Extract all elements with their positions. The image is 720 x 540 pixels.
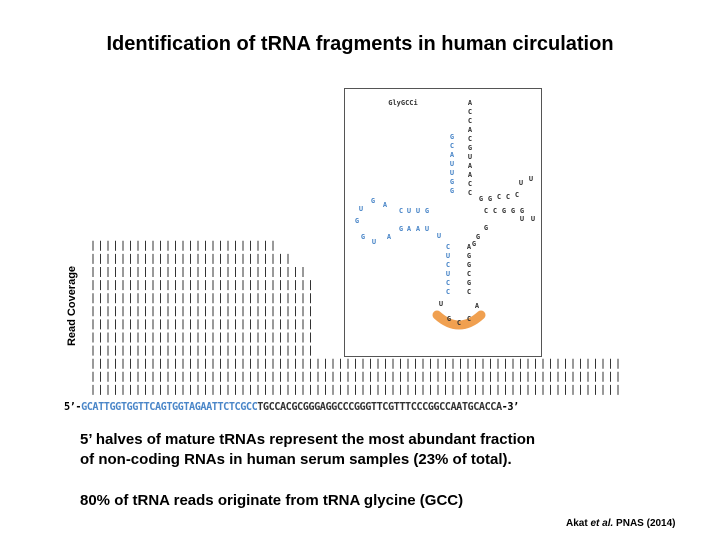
nucleotide: U bbox=[450, 160, 454, 168]
nucleotide: C bbox=[468, 135, 472, 143]
nucleotide: C bbox=[506, 193, 510, 201]
nucleotide: U bbox=[529, 175, 533, 183]
nucleotide: G bbox=[479, 195, 483, 203]
nucleotide: U bbox=[450, 169, 454, 177]
finding-line-2: of non-coding RNAs in human serum sample… bbox=[80, 451, 512, 468]
slide-title: Identification of tRNA fragments in huma… bbox=[106, 33, 614, 55]
nucleotide: A bbox=[468, 171, 473, 179]
nucleotide: A bbox=[475, 302, 480, 310]
read-coverage-plot bbox=[92, 240, 619, 395]
nucleotide: G bbox=[355, 217, 359, 225]
seq-prefix: 5’- bbox=[64, 402, 82, 413]
nucleotide: C bbox=[493, 207, 497, 215]
nucleotide: G bbox=[468, 144, 472, 152]
nucleotide: A bbox=[407, 225, 412, 233]
nucleotide: G bbox=[447, 315, 451, 323]
nucleotide: U bbox=[468, 153, 472, 161]
nucleotide: G bbox=[467, 252, 471, 260]
seq-suffix: -3’ bbox=[501, 402, 520, 413]
nucleotide: A bbox=[387, 233, 392, 241]
nucleotide: G bbox=[467, 261, 471, 269]
finding-line-3: 80% of tRNA reads originate from tRNA gl… bbox=[80, 492, 464, 509]
nucleotide: C bbox=[450, 142, 454, 150]
nucleotide: G bbox=[472, 240, 476, 248]
citation-etal: et al. bbox=[590, 518, 614, 529]
nucleotide: A bbox=[467, 243, 472, 251]
nucleotide: U bbox=[519, 179, 523, 187]
nucleotide: C bbox=[399, 207, 403, 215]
nucleotide: C bbox=[467, 270, 471, 278]
nucleotide: U bbox=[531, 215, 535, 223]
nucleotide: G bbox=[511, 207, 515, 215]
nucleotide: U bbox=[359, 205, 363, 213]
nucleotide: A bbox=[416, 225, 421, 233]
citation-author: Akat bbox=[566, 518, 588, 529]
nucleotide: A bbox=[468, 99, 473, 107]
trna-name-label: GlyGCCi bbox=[388, 99, 418, 107]
anticodon-highlight bbox=[432, 310, 486, 330]
nucleotide: G bbox=[502, 207, 506, 215]
nucleotide: G bbox=[361, 233, 365, 241]
nucleotide: C bbox=[468, 117, 472, 125]
citation-journal: PNAS (2014) bbox=[616, 518, 676, 529]
nucleotide: G bbox=[450, 133, 454, 141]
seq-3-part: TGCCACGCGGGAGGCCCGGGTTCGTTTCCCGGCCAATGCA… bbox=[257, 402, 502, 413]
nucleotide: C bbox=[467, 315, 471, 323]
trna-sequence: 5’-GCATTGGTGGTTCAGTGGTAGAATTCTCGCCTGCCAC… bbox=[64, 402, 519, 413]
nucleotide: C bbox=[446, 243, 450, 251]
nucleotide: C bbox=[446, 261, 450, 269]
nucleotide: C bbox=[467, 288, 471, 296]
nucleotide: G bbox=[476, 233, 480, 241]
trna-structure-panel: GlyGCCi A C C A C G U A A C C G C A U U G G C U U G G A A U U G A G G U A… bbox=[344, 88, 542, 357]
nucleotide: U bbox=[372, 238, 376, 246]
nucleotide: C bbox=[457, 319, 461, 327]
nucleotide: A bbox=[383, 201, 388, 209]
nucleotide: C bbox=[484, 207, 488, 215]
nucleotide: U bbox=[437, 232, 441, 240]
nucleotide: C bbox=[468, 108, 472, 116]
nucleotide: U bbox=[446, 270, 450, 278]
nucleotide: C bbox=[515, 191, 519, 199]
nucleotide: A bbox=[468, 162, 473, 170]
citation: Akat et al. PNAS (2014) bbox=[566, 518, 676, 529]
nucleotide: G bbox=[399, 225, 403, 233]
nucleotide: A bbox=[468, 126, 473, 134]
nucleotide: G bbox=[371, 197, 375, 205]
nucleotide: G bbox=[450, 187, 454, 195]
nucleotide: U bbox=[439, 300, 443, 308]
seq-5-half: GCATTGGTGGTTCAGTGGTAGAATTCTCGCC bbox=[81, 402, 258, 413]
nucleotide: C bbox=[468, 180, 472, 188]
nucleotide: C bbox=[446, 288, 450, 296]
nucleotide: G bbox=[467, 279, 471, 287]
nucleotide: G bbox=[488, 195, 492, 203]
nucleotide: U bbox=[446, 252, 450, 260]
nucleotide: A bbox=[450, 151, 455, 159]
nucleotide: C bbox=[497, 193, 501, 201]
nucleotide: G bbox=[425, 207, 429, 215]
nucleotide: U bbox=[425, 225, 429, 233]
nucleotide: G bbox=[520, 207, 524, 215]
read-coverage-label: Read Coverage bbox=[66, 265, 78, 347]
nucleotide: G bbox=[484, 224, 488, 232]
finding-line-1: 5’ halves of mature tRNAs represent the … bbox=[80, 431, 536, 448]
nucleotide: C bbox=[446, 279, 450, 287]
nucleotide: U bbox=[407, 207, 411, 215]
nucleotide: U bbox=[520, 215, 524, 223]
nucleotide: U bbox=[416, 207, 420, 215]
nucleotide: C bbox=[468, 189, 472, 197]
nucleotide: G bbox=[450, 178, 454, 186]
